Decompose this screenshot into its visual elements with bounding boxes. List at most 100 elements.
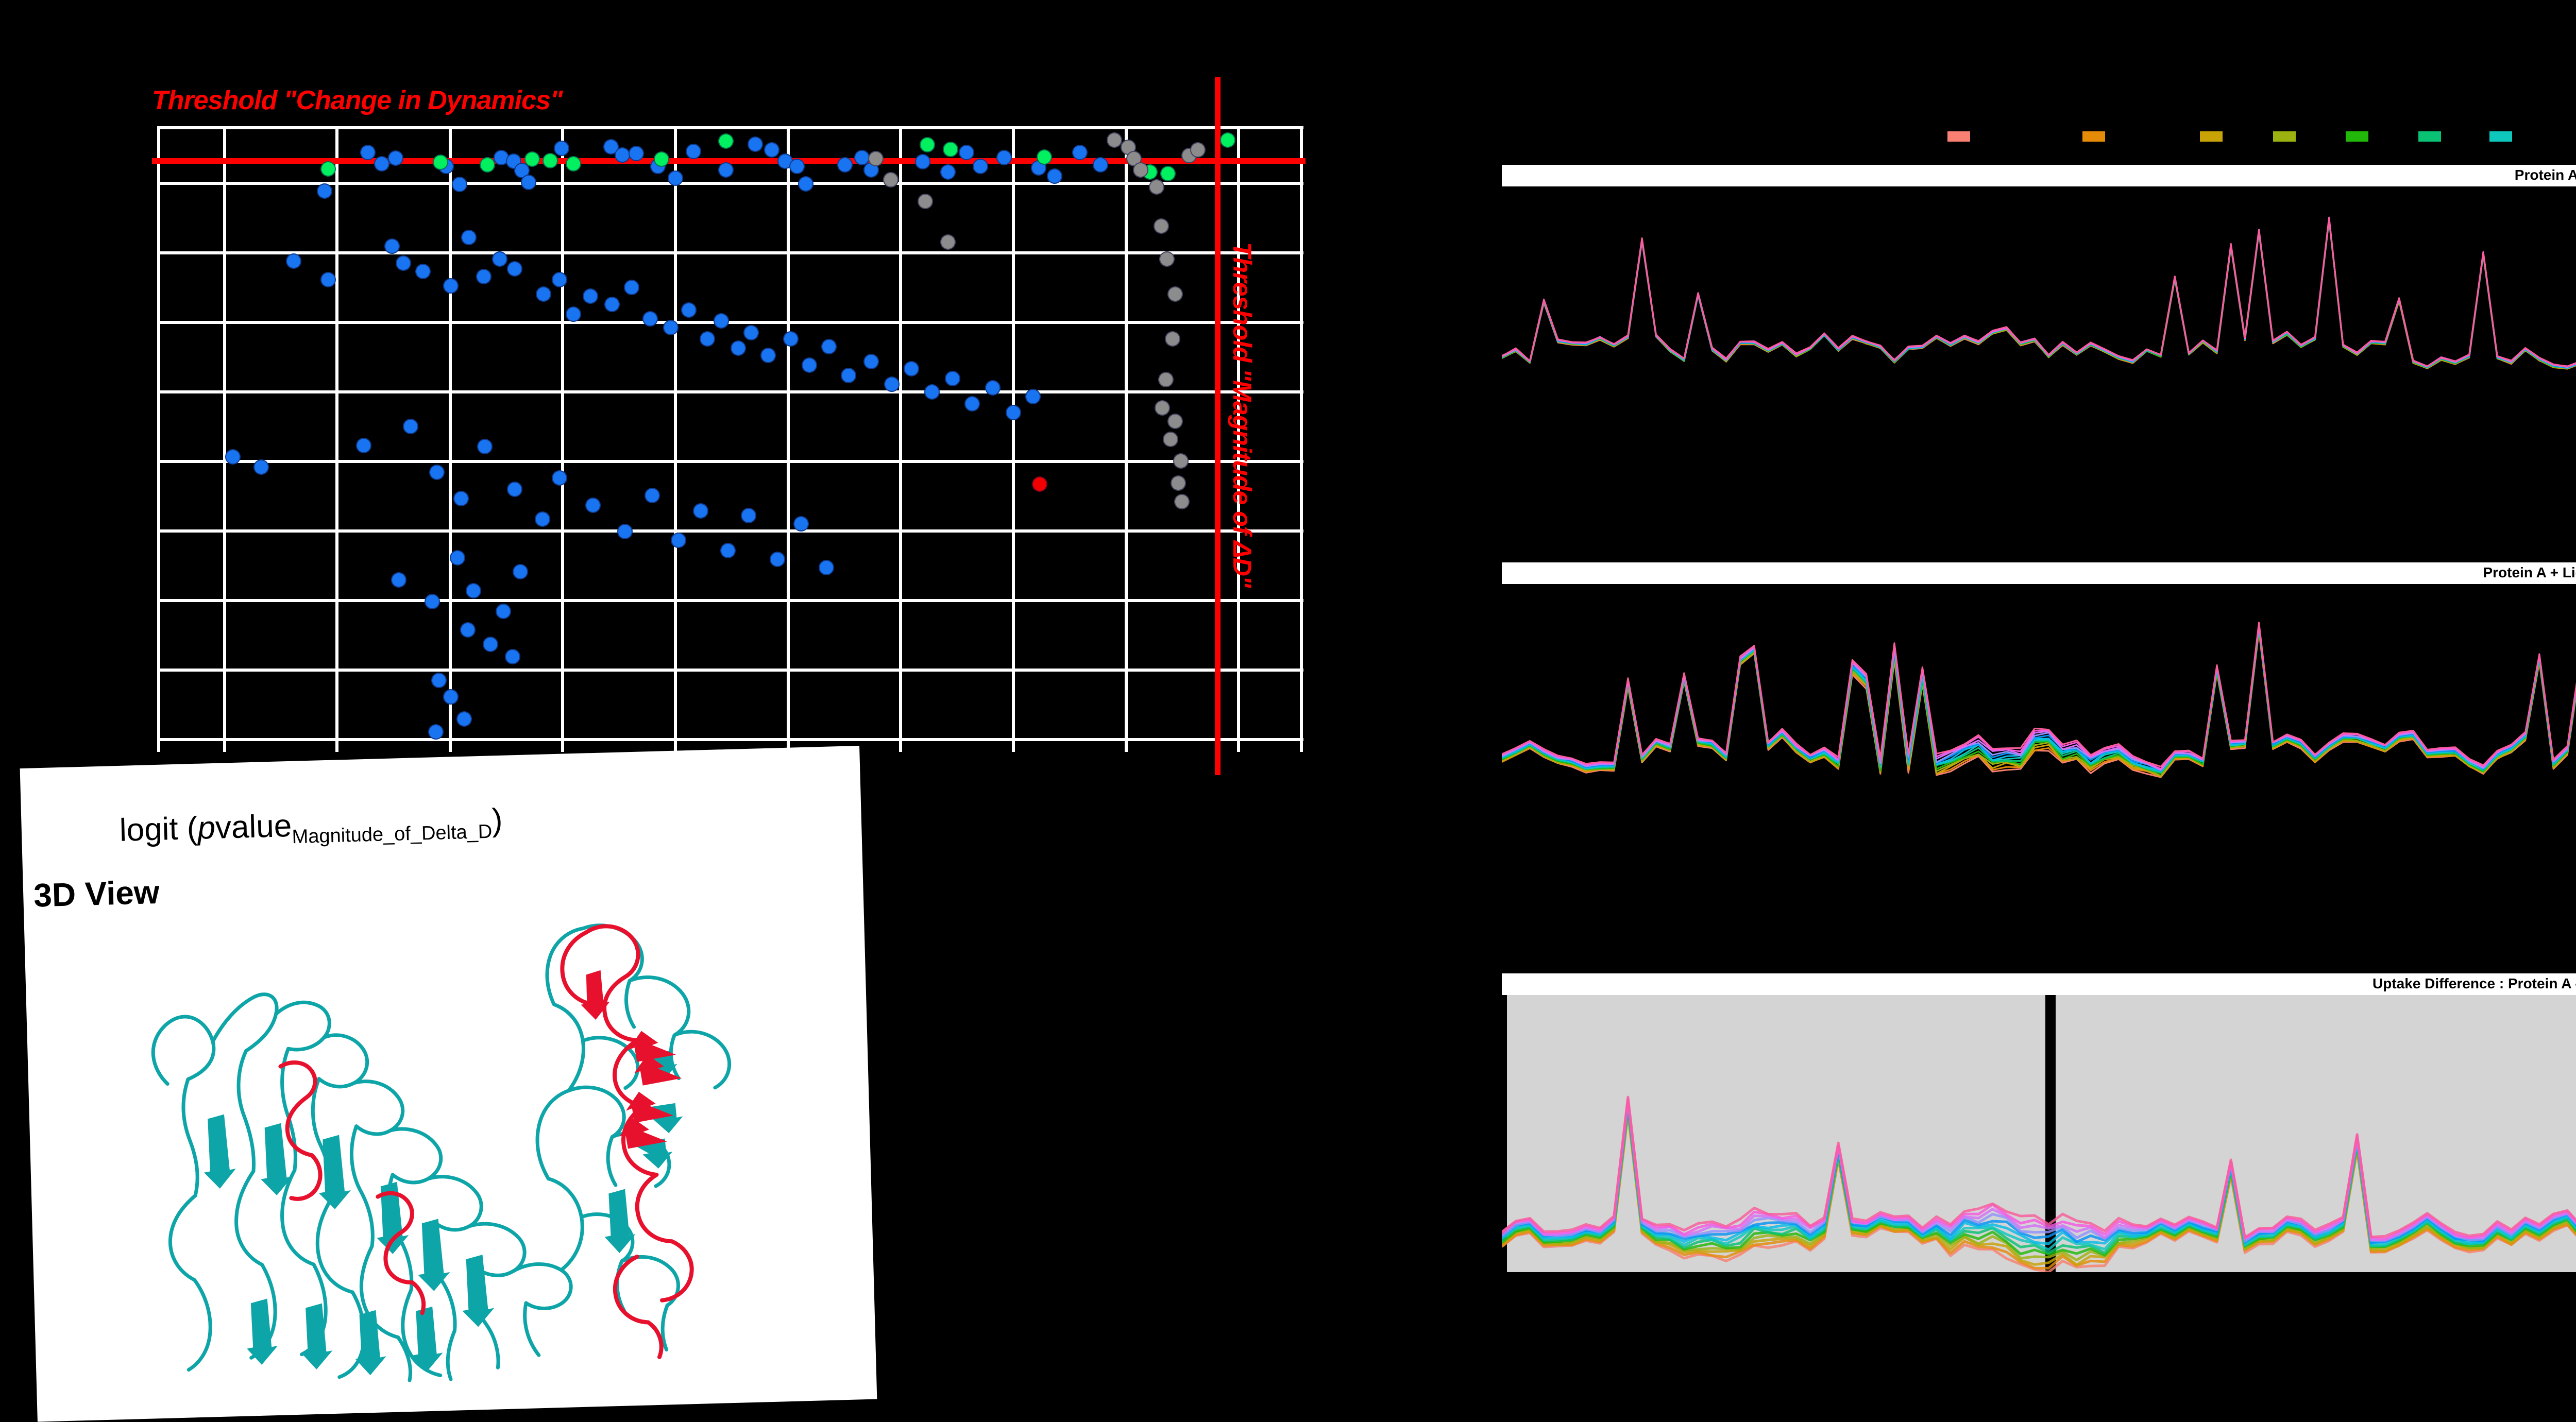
scatter-point[interactable] [692,503,708,519]
scatter-point[interactable] [904,361,920,377]
scatter-point[interactable] [253,459,269,475]
scatter-point[interactable] [565,306,581,322]
legend-color-swatch[interactable] [2489,131,2512,142]
scatter-point[interactable] [425,594,440,610]
scatter-point[interactable] [604,297,620,313]
scatter-point[interactable] [1159,251,1175,267]
scatter-point[interactable] [617,524,633,540]
scatter-point[interactable] [479,157,495,173]
scatter-point[interactable] [1006,405,1022,421]
scatter-point[interactable] [1171,475,1187,491]
scatter-point[interactable] [1025,388,1041,404]
scatter-point[interactable] [535,286,551,302]
scatter-point[interactable] [316,183,332,199]
scatter-point[interactable] [476,268,492,284]
scatter-point[interactable] [391,572,407,588]
scatter-point[interactable] [958,145,974,161]
scatter-point[interactable] [868,151,884,167]
scatter-point[interactable] [686,143,702,159]
scatter-point[interactable] [520,175,536,191]
panel-plot-area[interactable] [1502,584,2576,810]
scatter-point[interactable] [821,338,837,354]
scatter-point[interactable] [443,689,459,705]
scatter-point[interactable] [972,158,988,174]
scatter-point[interactable] [718,162,734,178]
scatter-point[interactable] [884,376,900,392]
scatter-point[interactable] [456,711,472,727]
scatter-point[interactable] [543,152,558,168]
scatter-point[interactable] [432,155,448,170]
scatter-point[interactable] [415,263,431,279]
scatter-point[interactable] [1093,157,1109,173]
scatter-point[interactable] [915,154,931,170]
scatter-point[interactable] [743,324,759,340]
scatter-point[interactable] [1167,286,1183,302]
scatter-point[interactable] [1032,476,1048,492]
scatter-point[interactable] [396,255,412,271]
scatter-point[interactable] [760,347,776,363]
threshold-line-magnitude-of-delta-d[interactable] [1215,77,1221,775]
scatter-point[interactable] [431,673,447,689]
scatter-point[interactable] [492,251,508,267]
scatter-point[interactable] [837,157,853,173]
scatter-point[interactable] [505,153,521,169]
scatter-point[interactable] [1149,179,1165,195]
scatter-point[interactable] [700,331,715,347]
scatter-point[interactable] [1133,162,1149,178]
scatter-point[interactable] [1220,132,1236,148]
scatter-point[interactable] [225,449,241,465]
scatter-point[interactable] [1174,494,1190,509]
scatter-point[interactable] [449,550,465,566]
scatter-point[interactable] [452,176,468,192]
scatter-point[interactable] [1154,218,1170,234]
scatter-point[interactable] [789,158,805,174]
scatter-point[interactable] [1047,168,1063,184]
scatter-point[interactable] [681,302,697,318]
threshold-line-change-in-dynamics[interactable] [152,158,1306,164]
scatter-point[interactable] [477,439,493,455]
scatter-point[interactable] [384,238,400,254]
scatter-point[interactable] [554,140,570,156]
legend-color-swatch[interactable] [2418,131,2441,142]
scatter-point[interactable] [863,353,879,369]
scatter-point[interactable] [920,137,936,153]
scatter-point[interactable] [764,142,779,158]
scatter-point[interactable] [945,370,961,386]
scatter-point[interactable] [507,481,523,497]
scatter-point[interactable] [387,150,403,166]
scatter-point[interactable] [285,253,301,269]
scatter-point[interactable] [1037,149,1053,165]
scatter-point[interactable] [460,622,476,638]
scatter-point[interactable] [429,464,445,480]
scatter-point[interactable] [551,271,567,287]
scatter-point[interactable] [964,396,980,412]
scatter-point[interactable] [624,280,640,296]
scatter-point[interactable] [1158,372,1174,388]
scatter-point[interactable] [1167,414,1183,430]
scatter-point[interactable] [663,320,679,336]
scatter-point[interactable] [985,380,1001,396]
scatter-point[interactable] [585,498,601,513]
scatter-point[interactable] [840,367,856,383]
scatter-point[interactable] [495,603,511,619]
scatter-point[interactable] [713,313,729,329]
scatter-point[interactable] [883,172,899,188]
scatter-point[interactable] [1162,431,1178,447]
scatter-point[interactable] [443,278,459,294]
legend-color-swatch[interactable] [2082,131,2106,142]
panel-uptake-difference[interactable]: Uptake Difference : Protein A - (Protein… [1502,973,2576,1272]
panel-plot-area[interactable] [1502,995,2576,1272]
legend-color-swatch[interactable] [2273,131,2296,142]
scatter-point[interactable] [374,156,390,172]
scatter-point[interactable] [793,516,809,532]
scatter-point[interactable] [360,145,376,161]
scatter-point[interactable] [924,384,940,400]
scatter-point[interactable] [461,230,477,246]
timepoint-legend[interactable] [1947,126,2576,150]
scatter-point[interactable] [720,542,736,558]
scatter-point[interactable] [320,271,336,287]
scatter-point[interactable] [731,340,747,356]
legend-color-swatch[interactable] [2345,131,2368,142]
scatter-point[interactable] [453,490,469,506]
three-d-view-card[interactable]: logit (pvalueMagnitude_of_Delta_D) 3D Vi… [20,746,877,1422]
